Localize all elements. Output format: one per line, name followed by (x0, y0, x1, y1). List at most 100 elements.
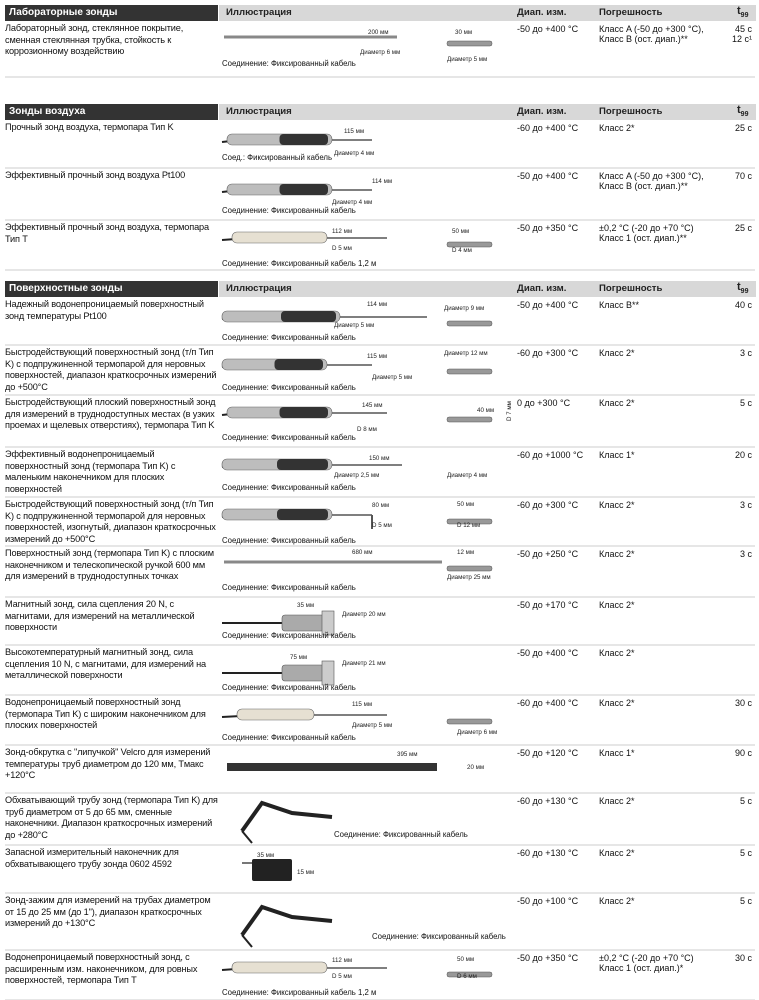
header-bar (219, 5, 756, 21)
header-range: Диап. изм. (517, 283, 567, 294)
dimension-label: Диаметр 6 мм (360, 49, 401, 56)
section-title: Лабораторные зонды (5, 5, 218, 21)
section-title: Зонды воздуха (5, 104, 218, 120)
accuracy: Класс 2* (599, 698, 635, 708)
t99: 3 с (739, 348, 752, 358)
dimension-label: Диаметр 25 мм (447, 574, 491, 581)
dimension-label: 50 мм (457, 501, 475, 508)
connection: Соединение: Фиксированный кабель (222, 683, 356, 692)
t99: 25 с (734, 223, 752, 233)
description: Эффективный прочный зонд воздуха Pt100 (5, 170, 186, 180)
dimension-label: Диаметр 4 мм (332, 199, 373, 206)
connection: Соединение: Фиксированный кабель (222, 433, 356, 442)
dimension-label: Диаметр 5 мм (334, 322, 375, 329)
tip-detail (446, 518, 493, 525)
dimension-label: Диаметр 5 мм (372, 374, 413, 381)
header-range: Диап. изм. (517, 7, 567, 18)
section-title: Поверхностные зонды (5, 281, 218, 297)
description: Зонд-зажим для измерений на трубах диаме… (5, 895, 211, 929)
range: -50 до +400 °C (517, 648, 579, 658)
dimension-label: 12 мм (457, 549, 475, 556)
dimension-label: 115 мм (352, 701, 373, 708)
dimension-label: Диаметр 4 мм (334, 150, 375, 157)
t: t (737, 104, 741, 116)
tip-detail (446, 320, 493, 327)
handle (236, 708, 315, 721)
description: Быстродействующий поверхностный зонд (т/… (5, 499, 216, 544)
range: -60 до +400 °C (517, 698, 579, 708)
dimension-label: 20 мм (467, 764, 485, 771)
dimension-label: Диаметр 5 мм (447, 56, 488, 63)
range: 0 до +300 °C (517, 398, 571, 408)
t99: 3 с (739, 549, 752, 559)
connection: Соединение: Фиксированный кабель (222, 733, 356, 742)
connection: Соединение: Фиксированный кабель (334, 830, 468, 839)
description: Прочный зонд воздуха, термопара Тип K (5, 122, 174, 132)
connection: Соединение: Фиксированный кабель (222, 483, 356, 492)
magnet-head (321, 660, 335, 686)
accuracy: Класс 1* (599, 748, 635, 758)
range: -50 до +400 °C (517, 171, 579, 181)
t-sub: 99 (740, 110, 749, 118)
dimension-label: D 4 мм (452, 247, 472, 254)
header-t99: t99 (737, 281, 748, 295)
description: Поверхностный зонд (термопара Тип K) с п… (5, 548, 214, 582)
accuracy: Класс 1 (ост. диап.)* (599, 963, 684, 973)
grip (279, 407, 328, 418)
accuracy: Класс A (-50 до +300 °C), (599, 171, 704, 181)
t99: 30 с (734, 698, 752, 708)
t-sub: 99 (740, 287, 749, 295)
range: -50 до +250 °C (517, 549, 579, 559)
dimension-label: 112 мм (332, 957, 353, 964)
range: -50 до +350 °C (517, 953, 579, 963)
range: -50 до +170 °C (517, 600, 579, 610)
clamp (240, 800, 333, 833)
dimension-label: Диаметр 4 мм (447, 472, 488, 479)
accuracy: Класс 2* (599, 123, 635, 133)
dimension-label: D 5 мм (372, 522, 392, 529)
handle (231, 961, 328, 974)
accuracy: Класс B (ост. диап.)** (599, 34, 688, 44)
t: t (737, 5, 741, 17)
description: Надежный водонепроницаемый поверхностный… (5, 299, 204, 321)
description: Лабораторный зонд, стеклянное покрытие, … (5, 23, 184, 57)
magnet-head (321, 610, 335, 636)
accuracy: Класс 2* (599, 549, 635, 559)
handle (231, 231, 328, 244)
range: -50 до +400 °C (517, 24, 579, 34)
tip-block (252, 859, 292, 881)
description: Эффективный прочный зонд воздуха, термоп… (5, 222, 209, 244)
t99: 30 с (734, 953, 752, 963)
description: Водонепроницаемый поверхностный зонд (те… (5, 697, 206, 731)
accuracy: ±0,2 °C (-20 до +70 °C) (599, 953, 694, 963)
dimension-label: 15 мм (297, 869, 315, 876)
header-t99: t99 (737, 5, 748, 19)
dimension-label: 114 мм (367, 301, 388, 308)
grip (279, 134, 328, 145)
t-sub: 99 (740, 11, 749, 19)
dimension-label: D 5 мм (332, 973, 352, 980)
grip (281, 311, 336, 322)
accuracy: Класс 1 (ост. диап.)** (599, 233, 687, 243)
connection: Соединение: Фиксированный кабель 1,2 м (222, 988, 377, 997)
accuracy: Класс 2* (599, 600, 635, 610)
connection: Соед.: Фиксированный кабель (222, 153, 333, 162)
header-bar (219, 104, 756, 120)
accuracy: Класс B** (599, 300, 640, 310)
dimension-label: D 8 мм (357, 426, 377, 433)
range: -50 до +120 °C (517, 748, 579, 758)
dimension-label: 50 мм (457, 956, 475, 963)
description: Запасной измерительный наконечник для об… (5, 847, 179, 869)
t99: 70 с (734, 171, 752, 181)
description: Водонепроницаемый поверхностный зонд, с … (5, 952, 198, 986)
t99: 45 с (734, 24, 752, 34)
header-accuracy: Погрешность (599, 106, 663, 117)
velcro-strip (227, 763, 437, 771)
description: Обхватывающий трубу зонд (термопара Тип … (5, 795, 218, 840)
clamp (240, 904, 333, 937)
dimension-label: 40 мм (477, 407, 495, 414)
cable (241, 934, 253, 948)
dimension-label: Диаметр 12 мм (444, 350, 488, 357)
range: -50 до +400 °C (517, 300, 579, 310)
description: Эффективный водонепроницаемый поверхност… (5, 449, 176, 494)
